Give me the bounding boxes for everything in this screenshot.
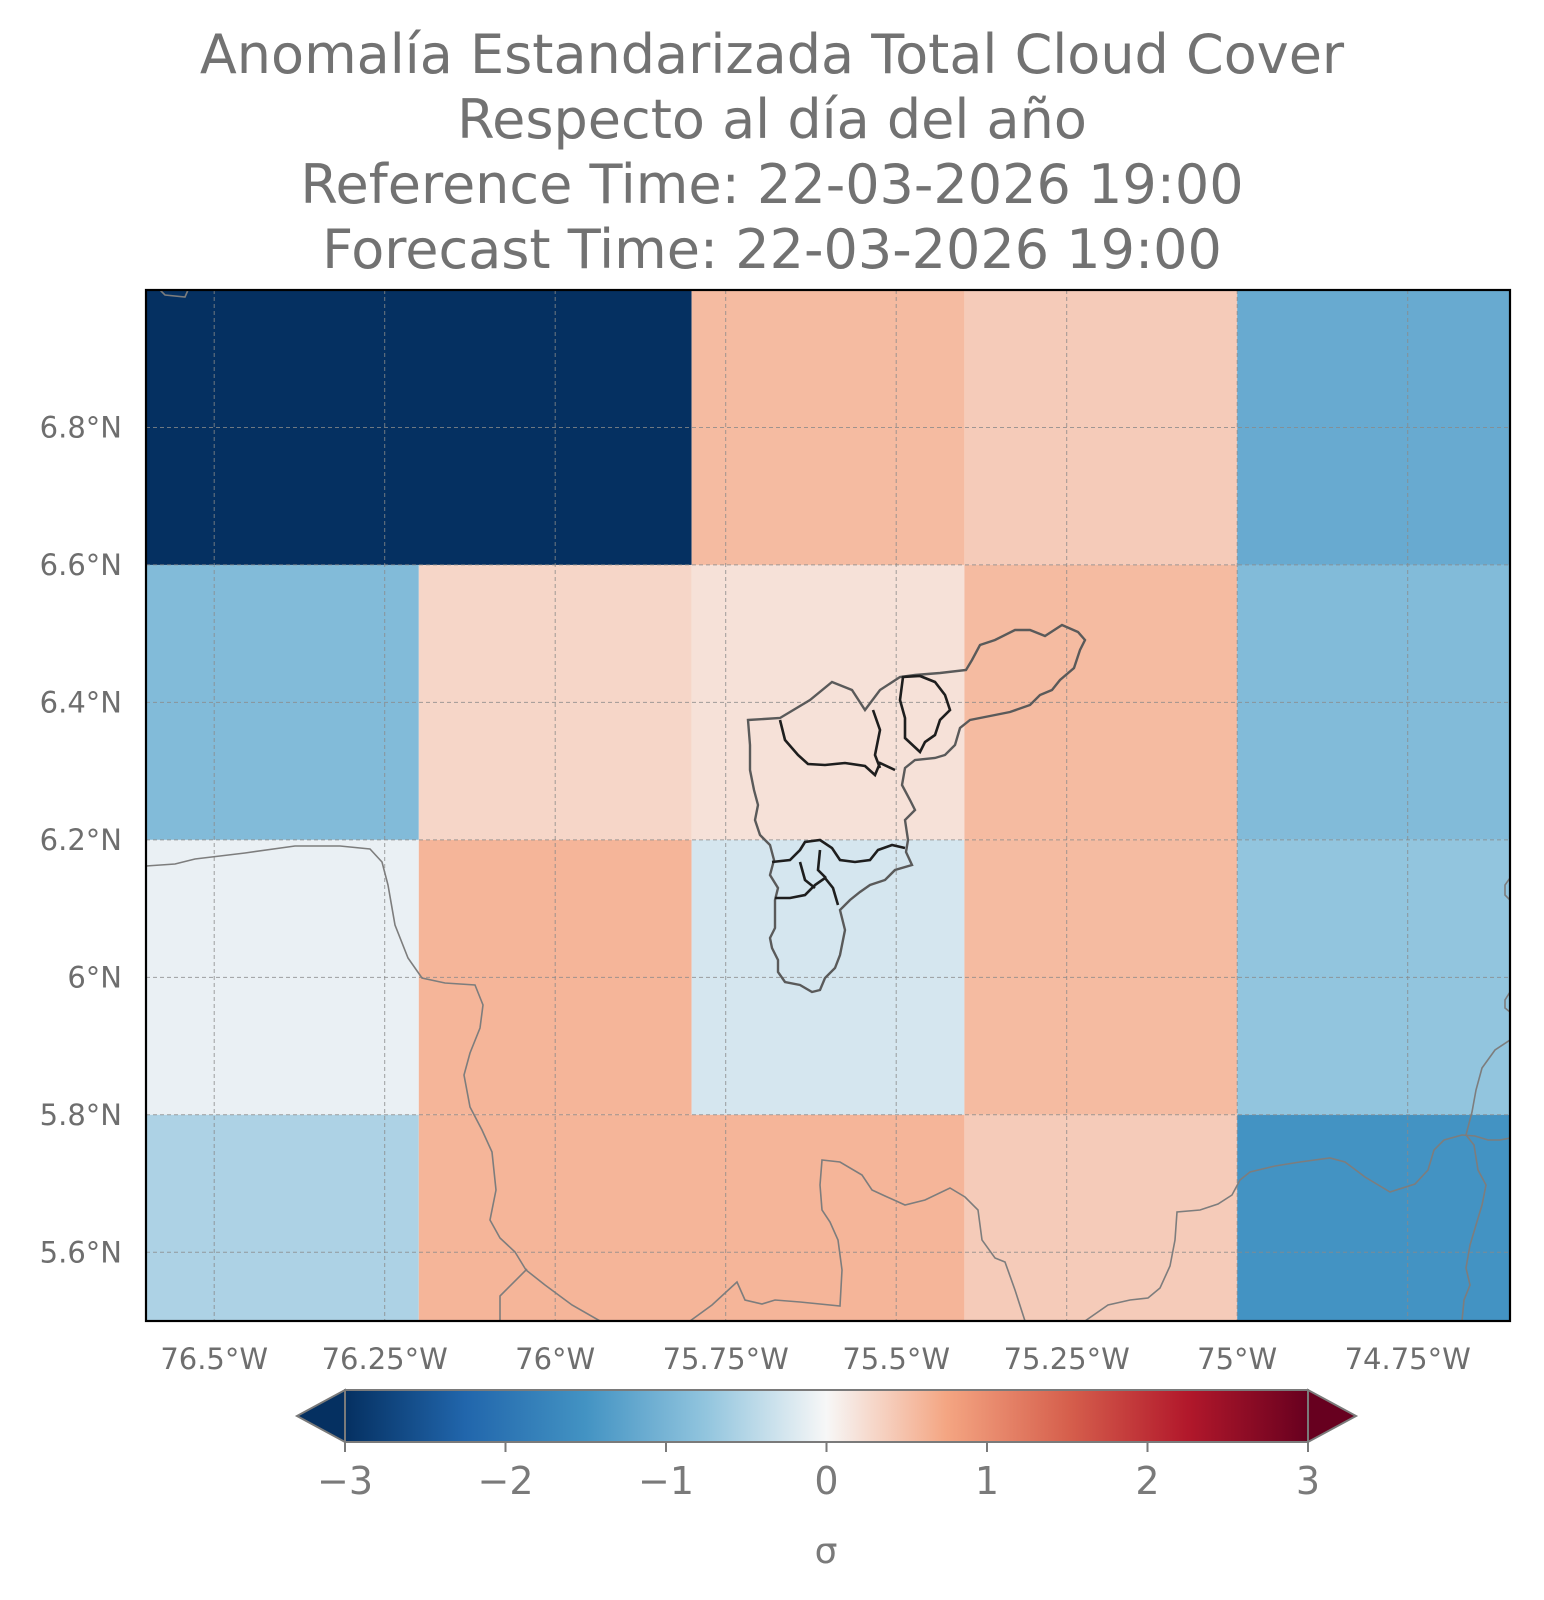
longitude-tick-label: 76.25°W <box>322 1342 448 1376</box>
colorbar-tick-label: 2 <box>1135 1459 1159 1503</box>
colorbar-tick-label: 3 <box>1296 1459 1320 1503</box>
boundary-line <box>159 290 189 298</box>
longitude-tick-label: 75.25°W <box>1004 1342 1130 1376</box>
title-line-1: Anomalía Estandarizada Total Cloud Cover <box>199 23 1345 86</box>
boundary-line <box>1504 991 1510 1013</box>
longitude-tick-label: 75.75°W <box>663 1342 789 1376</box>
colorbar-tick-label: −2 <box>477 1459 533 1503</box>
latitude-tick-label: 6°N <box>67 960 122 994</box>
latitude-tick-label: 5.6°N <box>40 1235 122 1269</box>
boundary-line <box>499 1268 528 1321</box>
municipality-outline <box>746 623 1087 994</box>
colorbar-tick-label: 1 <box>975 1459 999 1503</box>
longitude-tick-label: 75°W <box>1197 1342 1277 1376</box>
title-line-3: Reference Time: 22-03-2026 19:00 <box>300 153 1244 216</box>
latitude-tick-label: 5.8°N <box>40 1098 122 1132</box>
colorbar-tick-label: −1 <box>638 1459 694 1503</box>
colorbar-extend-high <box>1307 1388 1359 1444</box>
colorbar-extend-low <box>294 1388 346 1444</box>
longitude-tick-label: 75.5°W <box>842 1342 950 1376</box>
colorbar: −3 −2 −1 0 1 2 3 σ <box>294 1388 1359 1572</box>
title-line-4: Forecast Time: 22-03-2026 19:00 <box>322 218 1222 281</box>
gridlines <box>146 290 1510 1321</box>
longitude-axis: 76.5°W 76.25°W 76°W 75.75°W 75.5°W 75.25°W 75°… <box>160 1342 1470 1376</box>
municipality-outline <box>816 849 827 879</box>
anomaly-cell <box>964 1114 1238 1321</box>
anomaly-cell <box>418 1114 965 1321</box>
colorbar-label: σ <box>815 1531 838 1572</box>
latitude-tick-label: 6.8°N <box>40 410 122 444</box>
colorbar-gradient <box>344 1389 1309 1443</box>
anomaly-cell <box>146 290 692 565</box>
region-outlines <box>146 290 1510 1321</box>
latitude-tick-label: 6.4°N <box>40 685 122 719</box>
map-title: Anomalía Estandarizada Total Cloud Cover… <box>0 22 1544 282</box>
title-line-2: Respecto al día del año <box>457 88 1087 151</box>
boundary-line <box>1084 1134 1510 1321</box>
colorbar-tick-label: 0 <box>814 1459 838 1503</box>
longitude-tick-label: 76.5°W <box>160 1342 268 1376</box>
anomaly-grid <box>146 290 1510 1321</box>
boundary-line <box>1504 877 1510 901</box>
municipality-outline <box>778 719 896 778</box>
longitude-tick-label: 76°W <box>515 1342 595 1376</box>
municipality-outline <box>871 709 882 769</box>
municipality-outline <box>798 861 816 890</box>
latitude-axis: 5.6°N 5.8°N 6°N 6.2°N 6.4°N 6.6°N 6.8°N <box>40 410 122 1269</box>
plot-frame <box>144 288 1512 1323</box>
colorbar-ticks: −3 −2 −1 0 1 2 3 <box>317 1442 1320 1503</box>
municipality-outline <box>898 674 952 755</box>
anomaly-cell <box>1237 1114 1510 1321</box>
longitude-tick-label: 74.75°W <box>1345 1342 1471 1376</box>
municipality-outline <box>771 838 906 864</box>
anomaly-cell <box>146 1114 419 1321</box>
boundary-line <box>1461 1039 1510 1321</box>
latitude-tick-label: 6.2°N <box>40 823 122 857</box>
boundary-line <box>689 1159 1026 1321</box>
colorbar-tick-label: −3 <box>317 1459 373 1503</box>
latitude-tick-label: 6.6°N <box>40 548 122 582</box>
municipality-outline <box>775 876 840 906</box>
boundary-line <box>146 845 601 1321</box>
